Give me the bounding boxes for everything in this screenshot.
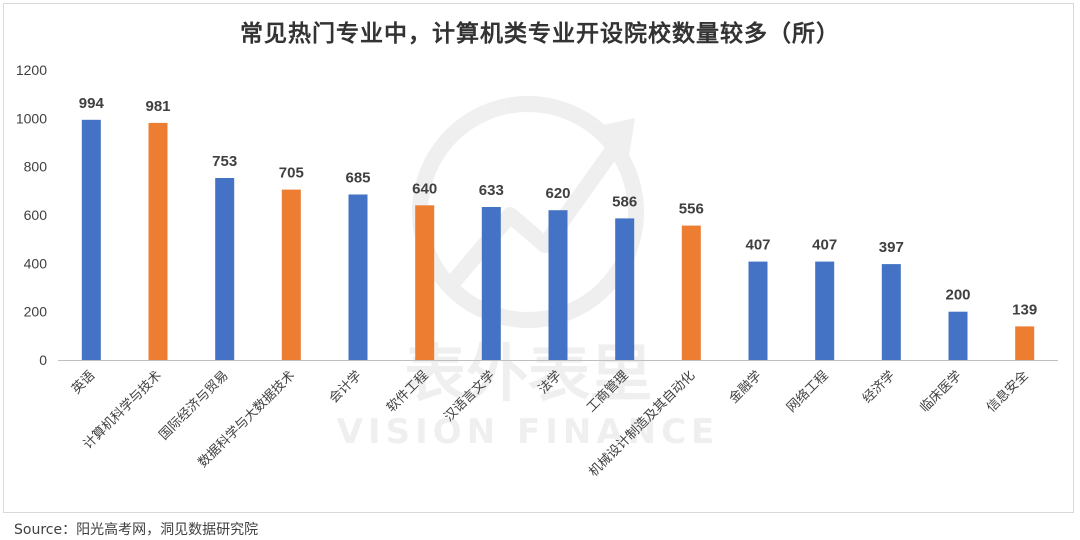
data-label: 407 (812, 237, 837, 254)
chart-frame (3, 3, 1074, 513)
bar (148, 122, 168, 361)
y-tick-label: 0 (39, 352, 47, 368)
data-label: 981 (145, 98, 170, 115)
bar (1015, 326, 1035, 360)
category-label: 英语 (69, 368, 98, 397)
category-label: 会计学 (326, 368, 365, 407)
y-tick-label: 1000 (16, 110, 47, 126)
bar (681, 225, 701, 360)
data-label: 556 (679, 201, 704, 218)
data-label: 620 (545, 185, 570, 202)
data-label: 753 (212, 153, 237, 170)
bar (281, 189, 301, 360)
watermark-text: 表外表里 (404, 337, 652, 410)
category-label: 金融学 (726, 368, 765, 407)
source-note: Source：阳光高考网，洞见数据研究院 (14, 522, 259, 538)
bar (415, 205, 435, 360)
data-label: 586 (612, 193, 637, 210)
y-tick-label: 200 (24, 304, 48, 320)
y-tick-label: 1200 (16, 62, 47, 78)
y-tick-label: 800 (24, 159, 48, 175)
data-label: 200 (945, 287, 970, 304)
data-label: 685 (345, 170, 370, 187)
bar (948, 311, 968, 360)
bar (215, 178, 235, 360)
category-label: 信息安全 (983, 368, 1031, 416)
data-label: 407 (745, 237, 770, 254)
data-label: 705 (279, 165, 304, 182)
category-label: 临床医学 (917, 368, 965, 416)
y-tick-label: 600 (24, 207, 48, 223)
bar (81, 119, 101, 360)
watermark-arrow (447, 132, 628, 288)
category-label: 网络工程 (783, 368, 831, 416)
value-labels: 994 981 753 705 685 640 633 620 586 556 407 407 397 2… (79, 95, 1037, 319)
data-label: 994 (79, 95, 105, 112)
category-label: 经济学 (859, 368, 898, 407)
bar (481, 207, 501, 360)
data-label: 397 (879, 239, 904, 256)
bar (748, 261, 768, 360)
y-axis: 0 200 400 600 800 1000 1200 (16, 62, 47, 368)
category-label: 国际经济与贸易 (157, 368, 232, 443)
data-label: 633 (479, 182, 504, 199)
bar (881, 264, 901, 360)
bar (348, 194, 368, 360)
bar (615, 218, 635, 360)
bars (81, 119, 1035, 361)
bar (815, 261, 835, 360)
y-tick-label: 400 (24, 255, 48, 271)
watermark-arrowhead (590, 118, 635, 163)
data-label: 640 (412, 180, 437, 197)
watermark-subtext: VISION FINANCE (337, 412, 720, 452)
bar (548, 210, 568, 360)
data-label: 139 (1012, 301, 1037, 318)
chart-title: 常见热门专业中，计算机类专业开设院校数量较多（所） (240, 21, 840, 47)
